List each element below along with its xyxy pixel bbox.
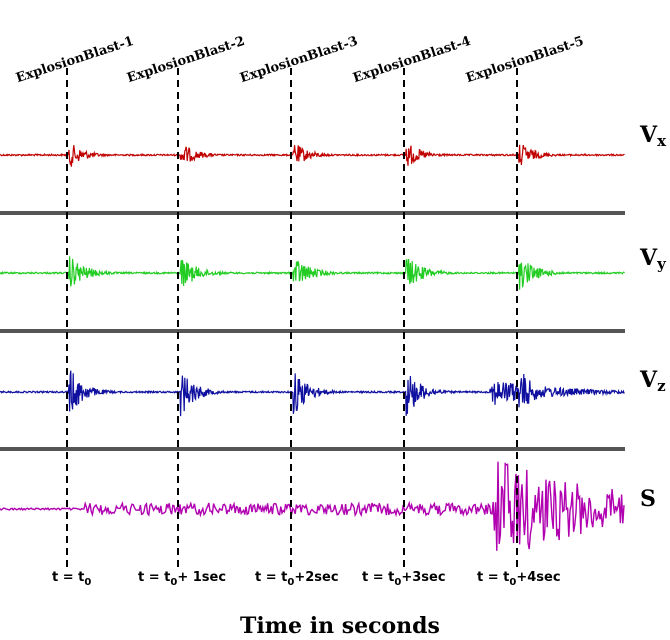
time-after: +3sec <box>401 570 445 585</box>
time-after: + 1sec <box>177 570 226 585</box>
channel-main: V <box>639 367 658 393</box>
time-before: t = t <box>255 570 287 585</box>
time-after: +4sec <box>516 570 560 585</box>
time-label: t = t0 <box>52 570 91 589</box>
channel-sub: z <box>657 377 666 395</box>
traces <box>0 144 625 551</box>
channel-label: Vy <box>639 245 667 273</box>
x-axis-title: Time in seconds <box>240 613 440 639</box>
time-sub: 0 <box>287 577 294 588</box>
channel-label: Vz <box>639 367 666 395</box>
channel-main: V <box>639 122 658 148</box>
time-label: t = t0+ 1sec <box>138 570 226 589</box>
separators <box>0 211 625 451</box>
blast-label: ExplosionBlast-4 <box>351 34 472 86</box>
time-before: t = t <box>477 570 509 585</box>
channel-main: S <box>640 486 656 512</box>
channel-sub: x <box>657 132 667 150</box>
waveform <box>0 370 625 417</box>
time-label: t = t0+2sec <box>255 570 339 589</box>
waveform <box>0 144 625 167</box>
time-sub: 0 <box>170 577 177 588</box>
channel-label: Vx <box>639 122 667 150</box>
time-label: t = t0+3sec <box>362 570 446 589</box>
channel-main: V <box>639 245 658 271</box>
time-before: t = t <box>52 570 84 585</box>
time-sub: 0 <box>84 577 91 588</box>
waveform <box>0 461 625 551</box>
blast-label: ExplosionBlast-2 <box>125 34 246 86</box>
time-before: t = t <box>138 570 170 585</box>
blast-label: ExplosionBlast-3 <box>238 34 359 86</box>
blast-label: ExplosionBlast-5 <box>464 34 585 86</box>
channel-label: S <box>640 486 656 512</box>
time-sub: 0 <box>394 577 401 588</box>
channel-sub: y <box>656 255 667 273</box>
annotations: ExplosionBlast-1ExplosionBlast-2Explosio… <box>14 34 667 588</box>
time-before: t = t <box>362 570 394 585</box>
time-after: +2sec <box>294 570 338 585</box>
time-sub: 0 <box>509 577 516 588</box>
waveform <box>0 256 625 290</box>
time-label: t = t0+4sec <box>477 570 561 589</box>
blast-label: ExplosionBlast-1 <box>14 34 135 86</box>
